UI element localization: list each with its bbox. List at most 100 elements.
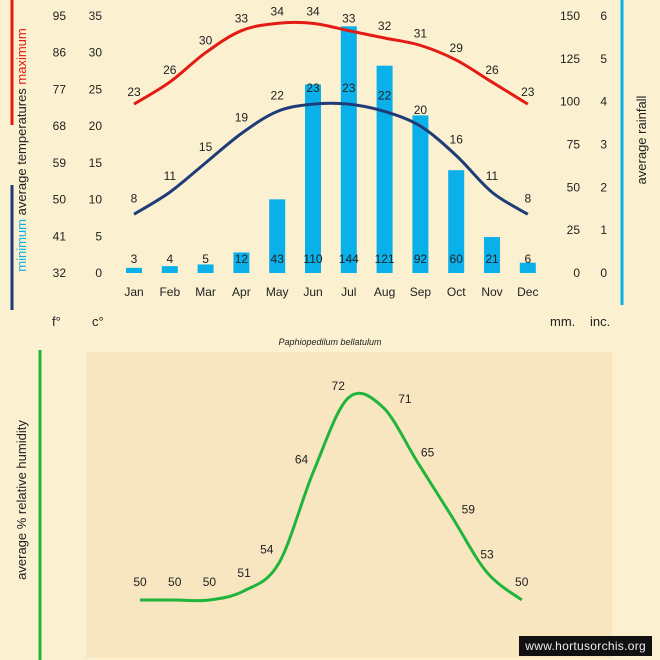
rain-inch-tick: 5 bbox=[600, 52, 607, 66]
month-label: Feb bbox=[159, 285, 180, 299]
rainfall-bar bbox=[126, 267, 142, 273]
humidity-label: 72 bbox=[332, 379, 346, 393]
watermark: www.hortusorchis.org bbox=[519, 636, 652, 656]
fahrenheit-tick: 68 bbox=[53, 119, 67, 133]
humidity-label: 50 bbox=[133, 575, 147, 589]
rainfall-bar bbox=[161, 266, 178, 273]
max-temp-line bbox=[133, 20, 529, 106]
month-label: Jul bbox=[341, 285, 356, 299]
rainfall-axis-label: average rainfall bbox=[634, 95, 649, 184]
humidity-panel-bg bbox=[86, 352, 612, 658]
min-temp-label: 22 bbox=[378, 88, 392, 102]
rainfall-label: 21 bbox=[485, 252, 499, 266]
max-temp-label: 26 bbox=[163, 63, 177, 77]
month-label: May bbox=[266, 285, 289, 299]
rainfall-label: 121 bbox=[375, 252, 395, 266]
celsius-tick: 30 bbox=[89, 46, 103, 60]
rain-mm-tick: 50 bbox=[567, 180, 581, 194]
max-temp-label: 23 bbox=[127, 85, 141, 99]
max-temp-label: 33 bbox=[342, 12, 356, 26]
rainfall-label: 43 bbox=[271, 252, 285, 266]
mm-unit-label: mm. bbox=[550, 314, 575, 329]
month-label: Apr bbox=[232, 285, 251, 299]
rain-mm-tick: 25 bbox=[567, 223, 581, 237]
min-temp-label: 22 bbox=[271, 88, 285, 102]
rainfall-bar bbox=[519, 262, 536, 273]
rainfall-bar bbox=[448, 170, 465, 273]
max-temp-label: 33 bbox=[235, 12, 249, 26]
fahrenheit-tick: 95 bbox=[53, 9, 67, 23]
max-temp-label: 26 bbox=[485, 63, 499, 77]
temperature-axis-label-part: minimum bbox=[14, 219, 29, 272]
min-temp-label: 11 bbox=[164, 169, 177, 183]
min-temp-line bbox=[133, 101, 529, 216]
min-temp-label: 8 bbox=[524, 191, 531, 205]
fahrenheit-tick: 86 bbox=[53, 46, 67, 60]
rainfall-label: 60 bbox=[450, 252, 464, 266]
rainfall-bar bbox=[197, 264, 214, 273]
rainfall-label: 92 bbox=[414, 252, 428, 266]
humidity-label: 59 bbox=[462, 502, 476, 516]
min-temp-label: 23 bbox=[342, 81, 356, 95]
rain-inch-tick: 0 bbox=[600, 266, 607, 280]
max-temp-label: 32 bbox=[378, 19, 392, 33]
min-temp-label: 15 bbox=[199, 140, 213, 154]
rainfall-bar bbox=[412, 115, 429, 273]
rain-mm-tick: 100 bbox=[560, 95, 580, 109]
rain-inch-tick: 6 bbox=[600, 9, 607, 23]
min-temp-label: 23 bbox=[306, 81, 320, 95]
rainfall-bar bbox=[233, 252, 250, 273]
fahrenheit-tick: 32 bbox=[53, 266, 67, 280]
humidity-label: 53 bbox=[480, 547, 494, 561]
rainfall-bar bbox=[484, 237, 500, 273]
rainfall-label: 12 bbox=[235, 252, 249, 266]
celsius-tick: 0 bbox=[95, 266, 102, 280]
rainfall-label: 5 bbox=[202, 252, 209, 266]
month-label: Nov bbox=[481, 285, 502, 299]
rain-inch-tick: 1 bbox=[600, 223, 607, 237]
month-label: Jun bbox=[303, 285, 322, 299]
humidity-axis-label: average % relative humidity bbox=[14, 420, 29, 580]
celsius-tick: 25 bbox=[89, 82, 103, 96]
humidity-label: 50 bbox=[515, 575, 529, 589]
month-label: Jan bbox=[124, 285, 143, 299]
inch-unit-label: inc. bbox=[590, 314, 610, 329]
celsius-unit-label: c° bbox=[92, 314, 104, 329]
fahrenheit-tick: 59 bbox=[53, 156, 67, 170]
temperature-axis-label-part: average temperatures bbox=[14, 88, 29, 219]
rainfall-bar bbox=[340, 26, 357, 274]
fahrenheit-tick: 77 bbox=[53, 82, 67, 96]
min-temp-label: 8 bbox=[131, 191, 138, 205]
humidity-label: 50 bbox=[168, 575, 182, 589]
max-temp-label: 29 bbox=[450, 41, 464, 55]
max-temp-label: 34 bbox=[306, 4, 320, 18]
humidity-label: 71 bbox=[398, 392, 412, 406]
humidity-line bbox=[139, 391, 523, 603]
rainfall-label: 6 bbox=[524, 252, 531, 266]
rainfall-bar bbox=[376, 65, 393, 273]
celsius-tick: 35 bbox=[89, 9, 103, 23]
temperature-axis-label: minimum average temperatures maximum bbox=[14, 28, 29, 271]
celsius-tick: 15 bbox=[89, 156, 103, 170]
humidity-label: 54 bbox=[260, 542, 274, 556]
temperature-axis-label-part: maximum bbox=[14, 28, 29, 88]
humidity-label: 50 bbox=[203, 575, 217, 589]
rainfall-label: 110 bbox=[303, 252, 322, 266]
max-temp-label: 31 bbox=[414, 26, 428, 40]
rainfall-label: 3 bbox=[131, 252, 138, 266]
chart-title: Paphiopedilum bellatulum bbox=[278, 337, 382, 347]
month-label: Dec bbox=[517, 285, 538, 299]
humidity-label: 65 bbox=[421, 445, 435, 459]
humidity-label: 64 bbox=[295, 452, 309, 466]
rainfall-label: 4 bbox=[166, 252, 173, 266]
rain-inch-tick: 3 bbox=[600, 138, 607, 152]
max-temp-label: 34 bbox=[271, 4, 285, 18]
month-label: Aug bbox=[374, 285, 395, 299]
max-temp-label: 23 bbox=[521, 85, 535, 99]
min-temp-label: 11 bbox=[486, 169, 499, 183]
humidity-label: 51 bbox=[237, 566, 251, 580]
rain-inch-tick: 4 bbox=[600, 95, 607, 109]
celsius-tick: 20 bbox=[89, 119, 103, 133]
rain-mm-tick: 150 bbox=[560, 9, 580, 23]
